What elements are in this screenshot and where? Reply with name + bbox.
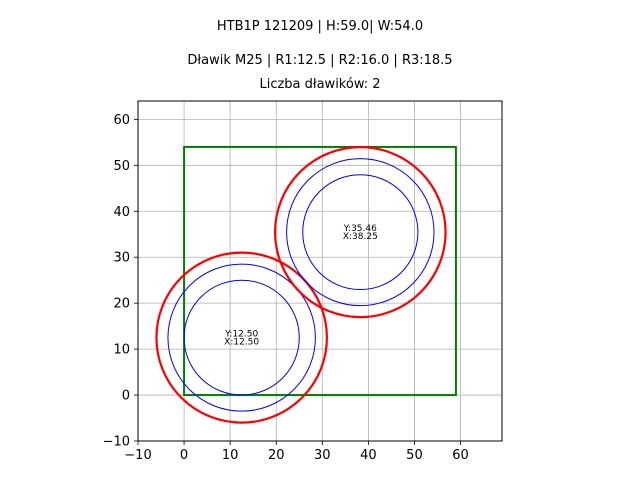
data-layer: Y:12.50X:12.50 Y:35.46X:38.25 <box>155 145 457 424</box>
gland-2-circle-r2 <box>286 158 435 307</box>
y-tick-label: −10 <box>103 435 130 450</box>
grid-layer <box>137 101 502 442</box>
x-tick-label: 60 <box>452 448 469 463</box>
y-tick-label: 0 <box>122 389 130 404</box>
x-tick-label: −10 <box>124 448 151 463</box>
gland-1-label-y: Y:12.50 <box>224 330 258 340</box>
x-tick-label: 40 <box>360 448 377 463</box>
gland-2-circle-r1 <box>302 174 419 291</box>
gland-2-label-x: X:38.25 <box>343 232 378 242</box>
x-tick-label: 50 <box>406 448 423 463</box>
x-tick-label: 30 <box>314 448 331 463</box>
x-tick-label: 20 <box>268 448 285 463</box>
gland-1-circle-r2 <box>167 263 316 412</box>
gland-1-label-x: X:12.50 <box>224 338 259 348</box>
enclosure-rectangle <box>183 145 457 397</box>
tick-layer: −10 0 10 20 30 40 50 60 −10 0 10 20 30 40 50 60 <box>103 113 469 463</box>
y-tick-label: 20 <box>113 297 130 312</box>
y-tick-label: 50 <box>113 159 130 174</box>
chart-title-line-1: HTB1P 121209 | H:59.0| W:54.0 <box>216 19 424 34</box>
y-tick-label: 40 <box>113 205 130 220</box>
x-tick-label: 10 <box>222 448 239 463</box>
y-tick-label: 60 <box>113 113 130 128</box>
x-tick-label: 0 <box>180 448 188 463</box>
y-tick-label: 10 <box>113 343 130 358</box>
chart-title-line-2: Dławik M25 | R1:12.5 | R2:16.0 | R3:18.5 <box>187 53 453 68</box>
axes-frame <box>137 100 503 442</box>
gland-1-circle-r3 <box>155 251 329 424</box>
y-tick-label: 30 <box>113 251 130 266</box>
gland-1-circle-r1 <box>183 279 300 396</box>
gland-2-circle-r3 <box>273 146 447 319</box>
chart-title-line-3: Liczba dławików: 2 <box>259 77 381 92</box>
gland-2-label-y: Y:35.46 <box>343 224 377 234</box>
